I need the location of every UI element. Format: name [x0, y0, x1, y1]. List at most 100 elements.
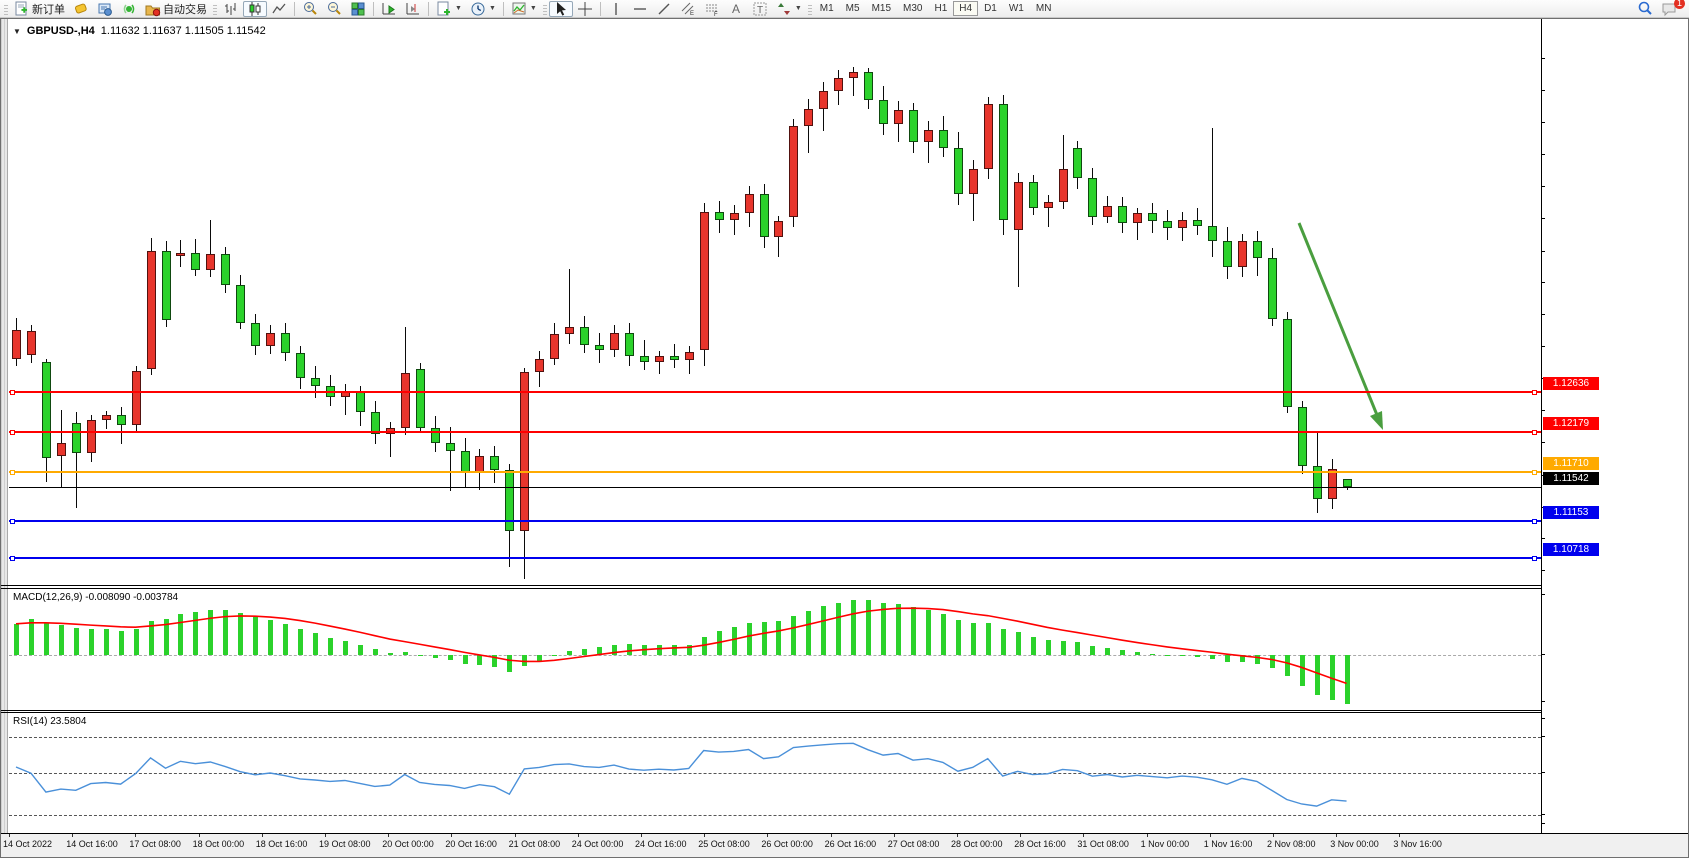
line-handle[interactable]: [10, 470, 15, 475]
candle-body: [1103, 205, 1113, 218]
line-handle[interactable]: [1532, 519, 1537, 524]
candle-body: [983, 104, 993, 170]
trendline-icon: [656, 1, 672, 17]
autotrading-button[interactable]: 自动交易: [141, 1, 211, 17]
rsi-pane[interactable]: RSI(14) 23.5804: [9, 713, 1541, 833]
collapse-arrow-icon[interactable]: ▼: [13, 26, 21, 36]
label-tool-button[interactable]: T: [748, 1, 772, 17]
zoom-in-button[interactable]: [298, 1, 322, 17]
macd-histogram-bar: [686, 644, 692, 655]
candle-body: [1028, 182, 1038, 209]
time-tick: [957, 834, 958, 837]
timeframe-button-m30[interactable]: M30: [903, 3, 923, 14]
time-tick: [514, 834, 516, 837]
timeframe-button-m15[interactable]: M15: [871, 3, 892, 14]
trend-arrow-annotation[interactable]: [1289, 218, 1399, 448]
support-line-blue-1[interactable]: [9, 520, 1541, 522]
notifications-button[interactable]: 1: [1657, 0, 1685, 17]
search-button[interactable]: [1633, 1, 1657, 17]
tile-windows-button[interactable]: [346, 1, 370, 17]
candle-body: [1222, 240, 1232, 267]
toolbar-grip: [542, 2, 547, 15]
time-label: 31 Oct 08:00: [1077, 839, 1129, 849]
clock-icon: [470, 1, 486, 17]
panel-splitter[interactable]: [1, 19, 8, 857]
data-window-button[interactable]: [93, 1, 117, 17]
fibonacci-tool-button[interactable]: F: [700, 1, 724, 18]
indicators-list-button[interactable]: ▼: [507, 1, 541, 17]
timeframe-button-m1[interactable]: M1: [819, 3, 834, 14]
timeframe-button-m5[interactable]: M5: [845, 3, 860, 14]
bid-price-line[interactable]: [9, 487, 1541, 488]
cursor-tool-button[interactable]: [548, 0, 573, 17]
navigator-button[interactable]: [117, 1, 141, 17]
time-tick: [577, 834, 579, 837]
pane-separator[interactable]: [1, 585, 1688, 586]
bar-chart-type-button[interactable]: [219, 1, 243, 17]
candle-body: [1282, 318, 1292, 408]
time-tick: [830, 834, 832, 837]
line-handle[interactable]: [1532, 556, 1537, 561]
price-axis[interactable]: 1.163801.160101.156401.152701.149001.145…: [1541, 19, 1688, 833]
resistance-line-1[interactable]: [9, 391, 1541, 393]
candlestick-icon: [247, 1, 263, 17]
line-handle[interactable]: [10, 430, 15, 435]
support-line-orange[interactable]: [9, 471, 1541, 473]
resistance-line-2[interactable]: [9, 431, 1541, 433]
macd-histogram-bar: [1299, 655, 1305, 686]
shapes-tool-button[interactable]: ▼: [772, 1, 806, 17]
toolbar-grip: [807, 2, 812, 15]
macd-pane[interactable]: MACD(12,26,9) -0.008090 -0.003784: [9, 589, 1541, 710]
macd-histogram-bar: [911, 607, 916, 655]
line-chart-type-button[interactable]: [267, 1, 291, 17]
price-pane[interactable]: [9, 28, 1541, 585]
add-indicator-button[interactable]: ▼: [432, 1, 466, 17]
macd-histogram-bar: [372, 649, 378, 655]
add-indicator-icon: [436, 1, 452, 17]
line-handle[interactable]: [1532, 390, 1537, 395]
crosshair-tool-button[interactable]: [573, 1, 597, 17]
timeframe-button-w1[interactable]: W1: [1008, 3, 1024, 14]
horizontal-line-tool-button[interactable]: [628, 1, 652, 17]
line-handle[interactable]: [10, 390, 15, 395]
macd-histogram-bar: [671, 644, 677, 655]
candle-body: [1312, 466, 1322, 500]
new-order-button[interactable]: 新订单: [10, 1, 69, 17]
time-axis[interactable]: 14 Oct 2022 14 Oct 16:00 17 Oct 08:00 18 Oc…: [1, 834, 1688, 857]
candle-body: [101, 415, 111, 421]
price-tick: [1541, 58, 1545, 59]
line-handle[interactable]: [1532, 470, 1537, 475]
line-handle[interactable]: [10, 519, 15, 524]
candle-body: [699, 211, 709, 350]
chart-shift-button[interactable]: [401, 1, 425, 17]
vertical-line-tool-button[interactable]: [604, 1, 628, 17]
candle-body: [1133, 212, 1143, 224]
candle-wick: [344, 383, 346, 416]
support-line-blue-2[interactable]: [9, 557, 1541, 559]
channel-tool-button[interactable]: E: [676, 1, 700, 17]
time-tick: [388, 834, 390, 837]
market-watch-button[interactable]: [69, 1, 93, 17]
macd-histogram-bar: [1105, 647, 1111, 655]
macd-histogram-bar: [417, 654, 423, 656]
timeframe-button-d1[interactable]: D1: [984, 3, 997, 14]
auto-scroll-button[interactable]: [377, 1, 401, 17]
line-handle[interactable]: [1532, 430, 1537, 435]
time-label: 24 Oct 00:00: [571, 839, 624, 849]
period-button[interactable]: ▼: [466, 1, 500, 17]
timeframe-button-mn[interactable]: MN: [1035, 3, 1052, 14]
zoom-out-button[interactable]: [322, 1, 346, 17]
pane-separator[interactable]: [1, 710, 1688, 711]
line-handle[interactable]: [10, 556, 15, 561]
trendline-tool-button[interactable]: [652, 1, 676, 17]
macd-histogram-bar: [1150, 653, 1156, 655]
timeframe-button-h1[interactable]: H1: [934, 3, 948, 14]
macd-histogram-bar: [223, 610, 229, 655]
time-label: 17 Oct 08:00: [129, 839, 181, 849]
text-tool-button[interactable]: A: [724, 1, 748, 17]
timeframe-button-h4[interactable]: H4: [953, 1, 979, 16]
macd-histogram-bar: [821, 606, 827, 655]
price-level-badge: 1.10718: [1543, 543, 1599, 556]
candlestick-chart-type-button[interactable]: [243, 0, 267, 17]
time-tick: [1209, 834, 1211, 837]
